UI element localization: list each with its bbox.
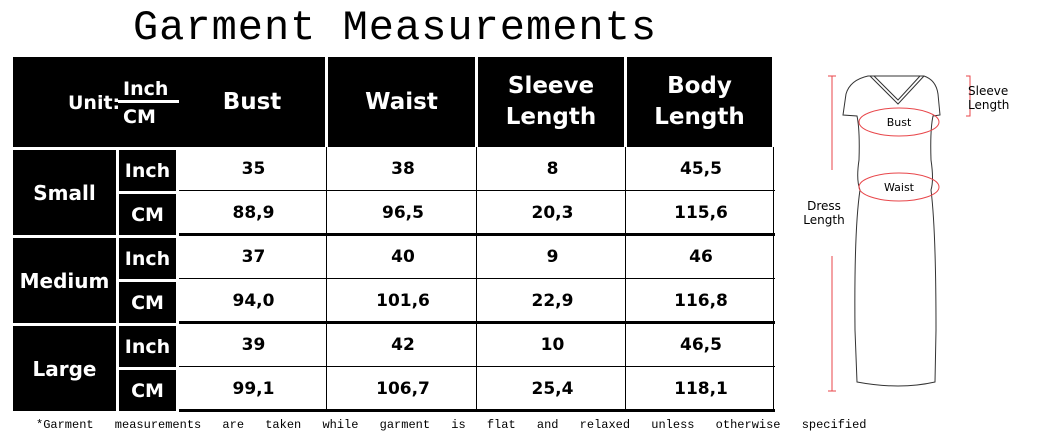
value-cell: 22,9 — [531, 291, 574, 311]
column-header-bust: Bust — [179, 57, 325, 147]
column-divider — [476, 147, 477, 411]
value-cell: 116,8 — [674, 291, 728, 311]
value-cell: 88,9 — [232, 203, 275, 223]
dress-label-2: Length — [803, 213, 844, 227]
value-cell: 38 — [391, 159, 415, 179]
value-cell: 101,6 — [376, 291, 430, 311]
value-cell: 40 — [391, 247, 415, 267]
dress-outline — [842, 75, 941, 387]
bust-ellipse — [858, 107, 940, 137]
sleeve-label-1: Sleeve — [968, 84, 1008, 98]
column-header-body-length: Body Length — [627, 57, 772, 147]
column-divider — [625, 147, 626, 411]
size-label-medium: Medium — [13, 238, 116, 323]
unit-label-inch: Inch — [119, 326, 176, 367]
unit-label-cm: CM — [119, 370, 176, 411]
sleeve-label-2: Length — [968, 98, 1009, 112]
size-label-small: Small — [13, 150, 116, 235]
unit-label: Unit: — [68, 92, 121, 114]
row-divider — [179, 233, 775, 236]
value-cell: 118,1 — [674, 379, 728, 399]
value-cell: 25,4 — [531, 379, 574, 399]
unit-label-inch: Inch — [119, 238, 176, 279]
value-cell: 94,0 — [232, 291, 275, 311]
value-cell: 42 — [391, 335, 415, 355]
row-divider — [179, 321, 775, 324]
value-cell: 115,6 — [674, 203, 728, 223]
size-label-large: Large — [13, 326, 116, 411]
row-divider — [179, 409, 775, 412]
bust-label: Bust — [887, 116, 912, 129]
row-divider — [179, 366, 775, 367]
value-cell: 8 — [546, 159, 559, 179]
column-header-sleeve-length: Sleeve Length — [478, 57, 624, 147]
dress-length-line — [828, 75, 836, 392]
value-cell: 37 — [241, 247, 266, 267]
unit-divider — [118, 100, 179, 103]
waist-label: Waist — [884, 181, 915, 194]
page-title: Garment Measurements — [132, 4, 658, 52]
waist-ellipse — [858, 172, 940, 202]
value-cell: 9 — [546, 247, 559, 267]
value-cell: 96,5 — [382, 203, 424, 223]
unit-label-inch: Inch — [119, 150, 176, 191]
value-cell: 45,5 — [680, 159, 722, 179]
value-cell: 39 — [241, 335, 266, 355]
column-divider — [773, 147, 774, 411]
column-divider — [326, 147, 327, 411]
unit-label-cm: CM — [119, 194, 176, 235]
dress-label-1: Dress — [807, 199, 841, 213]
unit-label-cm: CM — [119, 282, 176, 323]
column-header-waist: Waist — [328, 57, 475, 147]
sleeve-bracket — [966, 75, 971, 117]
unit-header-cell: Unit: Inch CM — [13, 57, 179, 147]
value-cell: 99,1 — [232, 379, 275, 399]
unit-inch: Inch — [123, 78, 169, 100]
neckline — [869, 75, 925, 105]
value-cell: 106,7 — [376, 379, 430, 399]
value-cell: 35 — [241, 159, 266, 179]
value-cell: 10 — [540, 335, 565, 355]
value-cell: 46,5 — [680, 335, 722, 355]
dress-diagram: Bust Waist Sleeve Length Dress Length — [803, 75, 1009, 392]
row-divider — [179, 190, 775, 191]
unit-cm: CM — [123, 106, 156, 128]
row-divider — [179, 278, 775, 279]
footnote: *Garment measurements are taken while ga… — [36, 418, 867, 432]
value-cell: 20,3 — [531, 203, 574, 223]
value-cell: 46 — [689, 247, 713, 267]
